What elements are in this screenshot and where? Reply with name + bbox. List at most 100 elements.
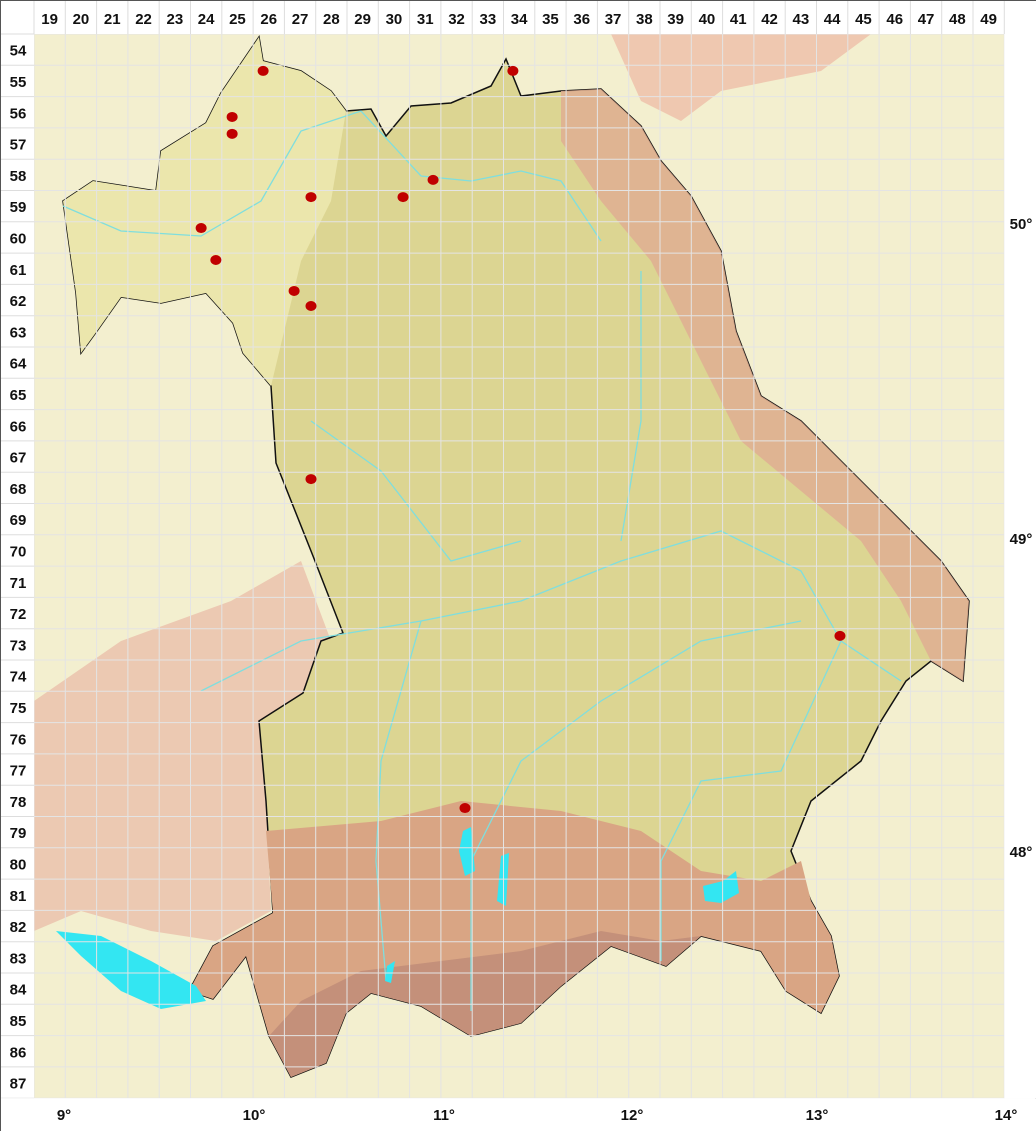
occurrence-dot bbox=[834, 630, 846, 641]
occurrence-dot bbox=[507, 65, 519, 76]
grid-row-label: 70 bbox=[10, 543, 27, 560]
grid-row-label: 81 bbox=[10, 888, 27, 905]
grid-row-label: 64 bbox=[10, 356, 27, 373]
river-danube bbox=[200, 530, 902, 692]
grid-row-label: 83 bbox=[10, 950, 27, 967]
grid-column-label: 26 bbox=[260, 11, 277, 28]
grid-row-label: 67 bbox=[10, 450, 27, 467]
column-header-band bbox=[1, 1, 1036, 34]
occurrence-dot bbox=[288, 285, 300, 296]
grid-row-label: 69 bbox=[10, 512, 27, 529]
occurrence-dot bbox=[226, 128, 238, 139]
grid-row-label: 71 bbox=[10, 575, 27, 592]
longitude-label: 9° bbox=[57, 1107, 71, 1124]
grid-column-label: 42 bbox=[761, 11, 778, 28]
franconian-upland bbox=[63, 37, 346, 386]
grid-column-label: 24 bbox=[198, 11, 215, 28]
grid-row-label: 58 bbox=[10, 168, 27, 185]
grid-row-label: 82 bbox=[10, 919, 27, 936]
longitude-label: 12° bbox=[621, 1107, 644, 1124]
grid-column-label: 20 bbox=[73, 11, 90, 28]
grid-row-label: 68 bbox=[10, 481, 27, 498]
grid-column-label: 25 bbox=[229, 11, 246, 28]
grid-column-label: 28 bbox=[323, 11, 340, 28]
grid-column-label: 22 bbox=[135, 11, 152, 28]
grid-row-label: 79 bbox=[10, 825, 27, 842]
grid-column-label: 37 bbox=[605, 11, 622, 28]
grid-row-label: 65 bbox=[10, 387, 27, 404]
grid-column-label: 30 bbox=[386, 11, 403, 28]
grid-column-label: 41 bbox=[730, 11, 747, 28]
grid-column-label: 36 bbox=[573, 11, 590, 28]
occurrence-dot bbox=[257, 65, 269, 76]
grid-row-label: 75 bbox=[10, 700, 27, 717]
river-isar bbox=[470, 620, 802, 1011]
grid-row-label: 54 bbox=[10, 43, 27, 60]
grid-column-label: 40 bbox=[699, 11, 716, 28]
bottom-band bbox=[1, 1098, 1036, 1132]
occurrence-dots bbox=[195, 65, 846, 814]
latitude-label: 50° bbox=[1010, 216, 1033, 233]
grid-column-label: 31 bbox=[417, 11, 434, 28]
northern-neighbour-upland bbox=[611, 34, 871, 121]
grid-column-label: 45 bbox=[855, 11, 872, 28]
grid-column-label: 33 bbox=[480, 11, 497, 28]
grid-row-label: 55 bbox=[10, 74, 27, 91]
grid-row-label: 74 bbox=[10, 669, 27, 686]
grid-column-label: 19 bbox=[41, 11, 58, 28]
right-band bbox=[1004, 34, 1036, 1099]
grid-column-label: 29 bbox=[354, 11, 371, 28]
grid-column-label: 27 bbox=[292, 11, 309, 28]
grid-row-label: 77 bbox=[10, 763, 27, 780]
grid-column-label: 48 bbox=[949, 11, 966, 28]
grid-column-label: 47 bbox=[918, 11, 935, 28]
grid-column-label: 43 bbox=[793, 11, 810, 28]
river-altmuehl bbox=[310, 420, 522, 562]
longitude-label: 10° bbox=[243, 1107, 266, 1124]
grid-row-label: 78 bbox=[10, 794, 27, 811]
grid-row-label: 84 bbox=[10, 982, 27, 999]
grid-row-label: 57 bbox=[10, 137, 27, 154]
grid-row-label: 61 bbox=[10, 262, 27, 279]
occurrence-dot bbox=[210, 254, 222, 265]
grid-row-label: 85 bbox=[10, 1013, 27, 1030]
grid-labels: 19 20 21 22 23 24 25 26 27 28 29 30 31 32 33 34 35 36 37 38… bbox=[10, 11, 1033, 1124]
grid-column-label: 34 bbox=[511, 11, 528, 28]
grid-column-label: 46 bbox=[886, 11, 903, 28]
occurrence-dot bbox=[459, 803, 471, 814]
grid-column-label: 39 bbox=[667, 11, 684, 28]
grid-row-label: 56 bbox=[10, 105, 27, 122]
grid-row-label: 86 bbox=[10, 1044, 27, 1061]
eastern-upland-forest bbox=[561, 89, 969, 681]
occurrence-dot bbox=[305, 192, 317, 203]
occurrence-dot bbox=[305, 474, 317, 485]
grid-row-label: 59 bbox=[10, 199, 27, 216]
grid-column-label: 23 bbox=[167, 11, 184, 28]
grid-column-label: 35 bbox=[542, 11, 559, 28]
grid-row-label: 73 bbox=[10, 637, 27, 654]
lake-ammersee bbox=[459, 827, 475, 876]
occurrence-dot bbox=[195, 223, 207, 234]
occurrence-dot bbox=[427, 174, 439, 185]
grid-row-label: 72 bbox=[10, 606, 27, 623]
grid-row-label: 62 bbox=[10, 293, 27, 310]
river-inn bbox=[660, 640, 842, 961]
grid-row-label: 80 bbox=[10, 856, 27, 873]
grid-row-label: 87 bbox=[10, 1076, 27, 1093]
grid-column-label: 32 bbox=[448, 11, 465, 28]
grid-row-label: 76 bbox=[10, 731, 27, 748]
grid-row-label: 66 bbox=[10, 418, 27, 435]
grid-row-label: 60 bbox=[10, 230, 27, 247]
grid-column-label: 21 bbox=[104, 11, 121, 28]
river-naab bbox=[620, 271, 642, 542]
occurrence-dot bbox=[226, 111, 238, 122]
grid-column-label: 38 bbox=[636, 11, 653, 28]
longitude-label: 11° bbox=[433, 1107, 455, 1124]
lake-forggensee bbox=[385, 961, 395, 983]
grid-column-label: 49 bbox=[980, 11, 997, 28]
latitude-label: 49° bbox=[1010, 531, 1033, 548]
longitude-label: 13° bbox=[806, 1107, 829, 1124]
